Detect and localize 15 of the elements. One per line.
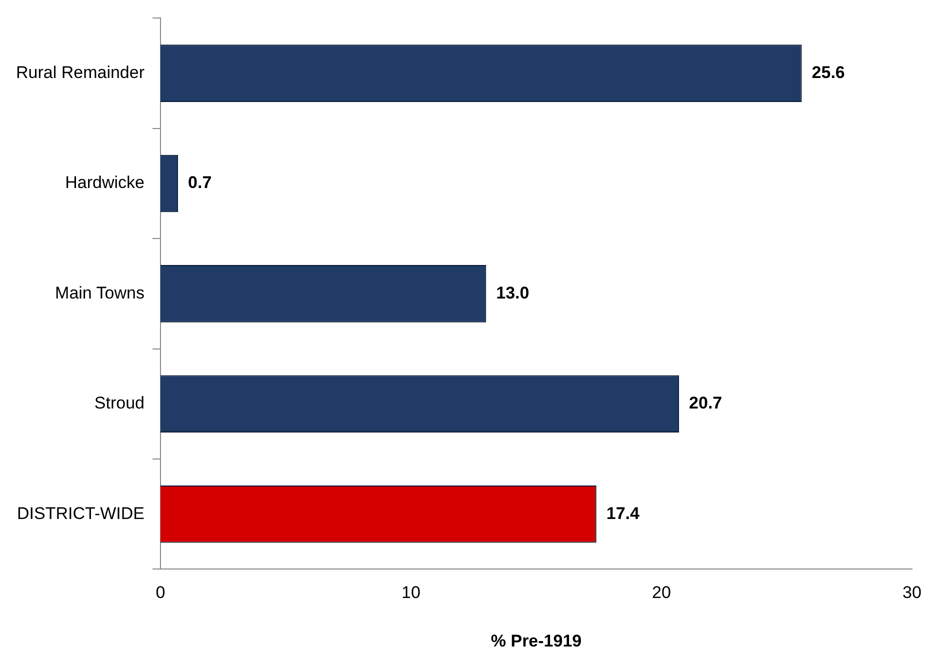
data-label: 0.7 xyxy=(188,173,212,192)
y-tick-label: Main Towns xyxy=(55,283,144,302)
data-label: 20.7 xyxy=(689,394,722,413)
data-label: 25.6 xyxy=(812,62,845,82)
y-tick-label: DISTRICT-WIDE xyxy=(16,504,144,523)
y-tick-label: Hardwicke xyxy=(65,173,144,192)
x-tick-label: 20 xyxy=(652,583,671,602)
y-tick-label: Rural Remainder xyxy=(16,62,145,82)
x-axis-title: % Pre-1919 xyxy=(490,631,582,650)
data-label: 17.4 xyxy=(606,504,640,523)
x-tick-label: 0 xyxy=(156,583,166,602)
x-tick-label: 30 xyxy=(902,583,922,602)
y-tick-label: Stroud xyxy=(94,394,144,413)
x-tick-label: 10 xyxy=(402,583,420,602)
data-label: 13.0 xyxy=(496,283,530,302)
